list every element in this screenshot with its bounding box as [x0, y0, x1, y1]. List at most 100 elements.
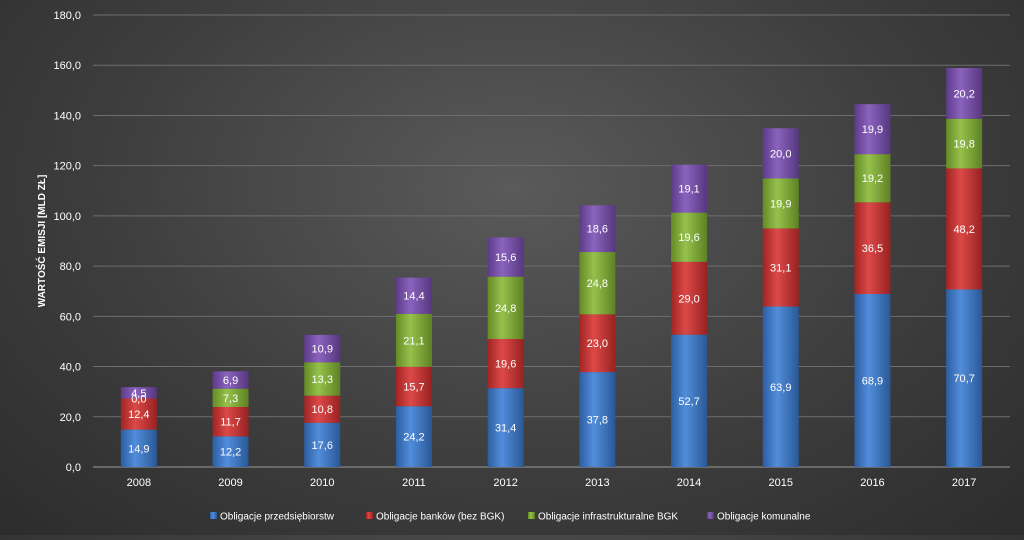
data-label: 24,8	[587, 278, 608, 290]
x-tick-label: 2015	[769, 477, 793, 489]
x-tick-label: 2013	[585, 477, 609, 489]
x-tick-label: 2012	[493, 477, 517, 489]
bar-segment	[762, 228, 799, 307]
x-tick-label: 2010	[310, 477, 334, 489]
bar-segment	[671, 212, 708, 262]
data-label: 19,9	[862, 124, 883, 136]
data-label: 21,1	[403, 335, 424, 347]
data-label: 15,7	[403, 382, 424, 394]
legend: Obligacje przedsiębiorstw Obligacje bankó…	[210, 512, 811, 523]
bar-segment	[395, 406, 432, 467]
y-tick-label: 140,0	[53, 110, 81, 122]
bar-segment	[579, 252, 616, 315]
bar-segment	[671, 334, 708, 467]
bar-segment	[854, 293, 891, 467]
bar-segment	[395, 313, 432, 367]
data-label: 13,3	[312, 374, 333, 386]
bar-segment	[946, 118, 983, 169]
bars	[120, 67, 983, 467]
bar-segment	[212, 406, 249, 437]
y-tick-label: 60,0	[60, 311, 81, 323]
bar-segment	[579, 372, 616, 467]
bar-segment	[946, 289, 983, 467]
bar-segment	[854, 202, 891, 294]
data-label: 19,9	[770, 198, 791, 210]
bar-segment	[762, 178, 799, 229]
y-tick-label: 120,0	[53, 161, 81, 173]
bar-segment	[304, 395, 341, 423]
data-label: 24,8	[495, 303, 516, 315]
legend-label: Obligacje przedsiębiorstw	[220, 512, 335, 523]
data-label: 19,8	[953, 139, 974, 151]
bar-segment	[487, 237, 524, 277]
data-label: 70,7	[953, 373, 974, 385]
bar-segment	[120, 398, 157, 430]
legend-swatch	[366, 512, 373, 519]
y-axis-title: WARTOŚĆ EMISJI [MLD ZŁ]	[35, 175, 48, 308]
data-label: 24,2	[403, 432, 424, 444]
data-label: 19,2	[862, 173, 883, 185]
bar-segment	[487, 276, 524, 339]
data-label: 19,1	[678, 184, 699, 196]
y-tick-label: 160,0	[53, 60, 81, 72]
bar-segment	[212, 436, 249, 467]
data-label: 20,2	[953, 88, 974, 100]
data-label: 0,0	[131, 393, 146, 405]
bar-segment	[946, 67, 983, 119]
x-tick-label: 2016	[860, 477, 884, 489]
bar-segment	[854, 154, 891, 203]
bar-segment	[120, 429, 157, 467]
data-label: 31,1	[770, 262, 791, 274]
data-label: 31,4	[495, 423, 516, 435]
bar-segment	[304, 422, 341, 467]
x-tick-label: 2011	[402, 477, 426, 489]
y-tick-label: 80,0	[60, 261, 81, 273]
bar-segment	[120, 387, 157, 399]
legend-item: Obligacje banków (bez BGK)	[366, 512, 504, 523]
y-tick-label: 100,0	[53, 211, 81, 223]
bar-segment	[304, 334, 341, 363]
bar-segment	[395, 277, 432, 314]
bar-segment	[395, 366, 432, 407]
data-label: 29,0	[678, 293, 699, 305]
data-label: 68,9	[862, 375, 883, 387]
data-label: 12,4	[128, 409, 149, 421]
data-labels: 14,9 12,4 0,04,5 12,2 11,7 7,3 6,9 17,6 10,8 13,3…	[128, 88, 975, 458]
data-label: 14,4	[403, 291, 424, 303]
data-label: 7,3	[223, 393, 238, 405]
data-label: 17,6	[312, 440, 333, 452]
y-tick-label: 20,0	[60, 412, 81, 424]
data-label: 4,5	[131, 388, 146, 400]
bar-segment	[212, 371, 249, 389]
bar-segment	[854, 104, 891, 155]
bar-segment	[487, 388, 524, 467]
data-label: 20,0	[770, 148, 791, 160]
legend-swatch	[528, 512, 535, 519]
y-tick-label: 40,0	[60, 362, 81, 374]
bar-segment	[579, 314, 616, 373]
data-label: 36,5	[862, 243, 883, 255]
x-tick-label: 2009	[218, 477, 242, 489]
bar-segment	[487, 338, 524, 389]
data-label: 18,6	[587, 224, 608, 236]
bar-segment	[762, 128, 799, 179]
legend-item: Obligacje przedsiębiorstw	[210, 512, 335, 523]
data-label: 48,2	[953, 224, 974, 236]
bar-segment	[762, 306, 799, 467]
bar-segment	[671, 164, 708, 213]
data-label: 10,9	[312, 344, 333, 356]
legend-label: Obligacje komunalne	[717, 512, 811, 523]
data-label: 11,7	[220, 417, 241, 429]
data-label: 14,9	[128, 443, 149, 455]
bar-segment	[946, 168, 983, 290]
bar-segment	[304, 362, 341, 396]
legend-label: Obligacje banków (bez BGK)	[376, 512, 504, 523]
x-tick-label: 2008	[127, 477, 151, 489]
data-label: 6,9	[223, 375, 238, 387]
data-label: 10,8	[312, 404, 333, 416]
legend-label: Obligacje infrastrukturalne BGK	[538, 512, 678, 523]
x-tick-label: 2017	[952, 477, 976, 489]
data-label: 23,0	[587, 338, 608, 350]
y-tick-label: 0,0	[66, 462, 81, 474]
